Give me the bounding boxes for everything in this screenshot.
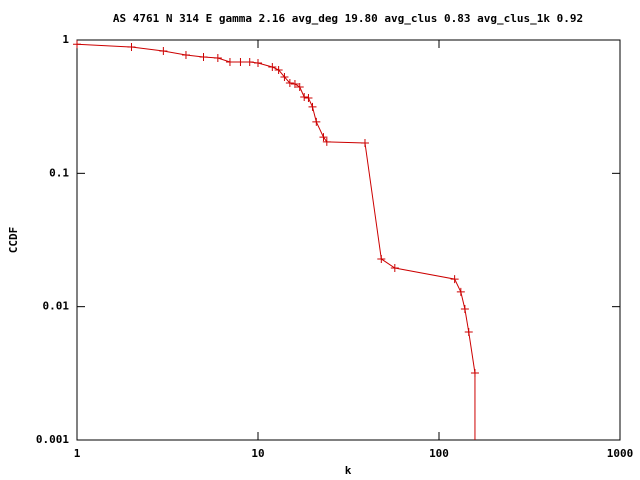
chart-title: AS 4761 N 314 E gamma 2.16 avg_deg 19.80… [113, 12, 583, 25]
point-marker [308, 102, 317, 111]
y-tick-label: 0.001 [36, 433, 69, 446]
x-tick-label: 1000 [607, 447, 634, 460]
point-marker [268, 63, 277, 72]
point-marker [312, 117, 321, 126]
point-marker [127, 43, 136, 52]
point-marker [290, 79, 299, 88]
point-marker [285, 78, 294, 87]
point-marker [295, 83, 304, 92]
x-tick-label: 1 [74, 447, 81, 460]
y-tick-label: 0.1 [49, 166, 69, 179]
point-marker [199, 52, 208, 61]
point-marker [460, 305, 469, 314]
x-tick-label: 100 [429, 447, 449, 460]
point-marker [304, 94, 313, 103]
point-marker [213, 53, 222, 62]
plot-frame [76, 39, 621, 441]
point-marker [464, 328, 473, 337]
point-marker [236, 57, 245, 66]
point-marker [377, 254, 386, 263]
point-marker [456, 287, 465, 296]
x-axis-label: k [345, 464, 352, 477]
point-marker [360, 138, 369, 147]
point-marker [322, 137, 331, 146]
point-marker [300, 92, 309, 101]
point-marker [181, 50, 190, 59]
point-marker [390, 263, 399, 272]
point-marker [225, 57, 234, 66]
point-marker [254, 59, 262, 68]
point-marker [159, 46, 168, 55]
y-tick-label: 0.01 [43, 300, 70, 313]
point-marker [73, 40, 81, 49]
y-tick-label: 1 [62, 33, 69, 46]
point-marker [280, 72, 289, 81]
x-tick-label: 10 [251, 447, 264, 460]
point-marker [274, 65, 283, 74]
point-marker [319, 133, 328, 142]
y-axis-label: CCDF [7, 227, 20, 254]
point-marker [450, 275, 459, 284]
point-marker [470, 369, 479, 378]
point-marker [245, 57, 254, 66]
